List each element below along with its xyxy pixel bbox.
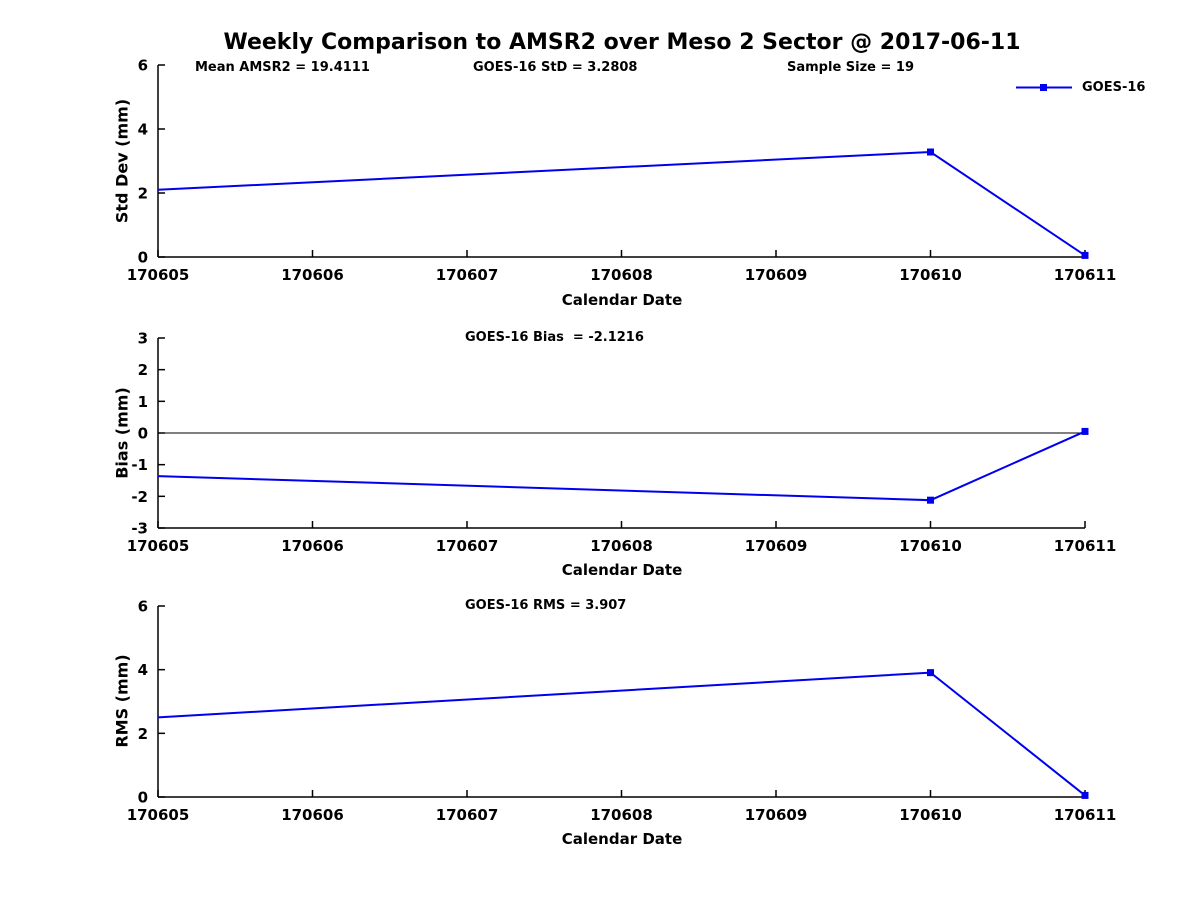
- data-point-marker: [927, 669, 934, 677]
- series-line-goes-16: [157, 150, 1086, 257]
- x-tick-label: 170611: [1054, 806, 1117, 824]
- x-tick-label: 170607: [436, 266, 499, 284]
- data-point-marker: [927, 496, 934, 504]
- data-point-marker: [1081, 791, 1089, 799]
- x-tick-label: 170607: [436, 537, 499, 555]
- legend-line-marker-icon: [1016, 84, 1072, 91]
- bias-plot: -3 -2 -1 0 1 2 3 170605 170606 170607 170608 170609…: [127, 330, 1117, 556]
- series-line-goes-16: [157, 671, 1086, 797]
- y-tick-label: 6: [138, 57, 148, 75]
- annotation-goes16-std: GOES-16 StD = 3.2808: [473, 60, 638, 75]
- y-tick-label: 1: [138, 393, 148, 411]
- x-tick-label: 170606: [281, 537, 344, 555]
- x-axis-label-middle: Calendar Date: [561, 561, 683, 579]
- x-tick-label: 170605: [127, 537, 190, 555]
- legend: GOES-16: [1015, 80, 1145, 95]
- y-tick-label: 0: [138, 789, 148, 807]
- y-tick-label: 2: [138, 725, 148, 743]
- x-tick-label: 170605: [127, 806, 190, 824]
- std-dev-plot: 0 2 4 6 170605 170606 170607 170608 170609 170610…: [127, 57, 1117, 285]
- x-tick-label: 170606: [281, 266, 344, 284]
- x-tick-label: 170609: [745, 537, 808, 555]
- series-line-goes-16: [157, 430, 1086, 502]
- y-tick-label: -3: [131, 520, 148, 538]
- x-tick-label: 170607: [436, 806, 499, 824]
- y-tick-label: -2: [131, 488, 148, 506]
- x-tick-label: 170605: [127, 266, 190, 284]
- data-point-marker: [1081, 427, 1089, 435]
- y-tick-label: -1: [131, 456, 148, 474]
- y-tick-label: 4: [138, 661, 148, 679]
- y-tick-label: 2: [138, 185, 148, 203]
- x-tick-label: 170611: [1054, 537, 1117, 555]
- y-tick-label: 0: [138, 425, 148, 443]
- data-point-marker: [927, 148, 934, 156]
- x-tick-label: 170611: [1054, 266, 1117, 284]
- x-tick-label: 170610: [899, 537, 962, 555]
- rms-plot: 0 2 4 6 170605 170606 170607 170608 170609 170610…: [127, 598, 1117, 825]
- x-tick-label: 170609: [745, 266, 808, 284]
- x-axis-label-top: Calendar Date: [561, 291, 683, 309]
- legend-entry-goes16: GOES-16: [1082, 80, 1146, 95]
- x-tick-label: 170608: [590, 537, 653, 555]
- y-tick-label: 3: [138, 330, 148, 348]
- annotation-sample-size: Sample Size = 19: [787, 60, 915, 75]
- y-tick-label: 4: [138, 121, 148, 139]
- x-tick-label: 170610: [899, 266, 962, 284]
- y-tick-label: 0: [138, 249, 148, 267]
- x-tick-label: 170608: [590, 806, 653, 824]
- annotation-goes16-rms: GOES-16 RMS = 3.907: [465, 598, 627, 613]
- y-tick-label: 2: [138, 361, 148, 379]
- x-tick-label: 170606: [281, 806, 344, 824]
- figure-title: Weekly Comparison to AMSR2 over Meso 2 S…: [223, 30, 1021, 55]
- x-tick-label: 170609: [745, 806, 808, 824]
- annotation-mean-amsr2: Mean AMSR2 = 19.4111: [195, 60, 370, 75]
- x-axis-label-bottom: Calendar Date: [561, 830, 683, 848]
- y-tick-label: 6: [138, 598, 148, 616]
- annotation-goes16-bias: GOES-16 Bias = -2.1216: [465, 330, 644, 345]
- data-point-marker: [1081, 251, 1089, 259]
- x-tick-label: 170610: [899, 806, 962, 824]
- x-tick-label: 170608: [590, 266, 653, 284]
